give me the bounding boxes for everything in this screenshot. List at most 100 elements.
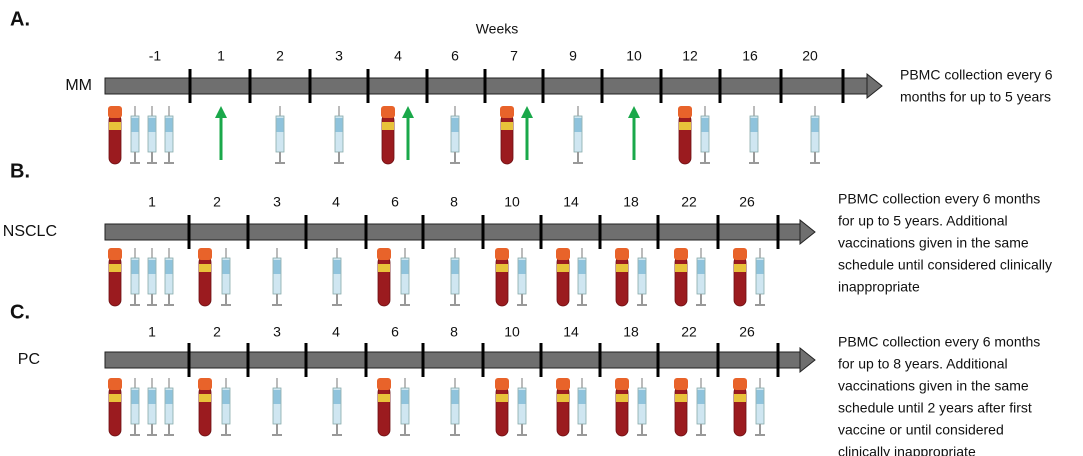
syringe-fill <box>451 390 459 404</box>
tube-band <box>109 264 121 272</box>
syringe-fill <box>131 260 139 274</box>
tube-band <box>679 122 691 130</box>
tube-cap <box>678 106 692 118</box>
note-line: schedule until considered clinically <box>838 257 1052 273</box>
syringe-fill <box>273 390 281 404</box>
week-label: 14 <box>563 324 579 340</box>
syringe <box>221 378 231 436</box>
syringe-fill <box>451 260 459 274</box>
note-line: for up to 5 years. Additional <box>838 213 1008 229</box>
blood-tube <box>733 248 747 307</box>
row-label: NSCLC <box>3 223 57 240</box>
panel-letter: B. <box>10 160 30 182</box>
syringe <box>450 248 460 306</box>
tube-band <box>616 264 628 272</box>
week-label: 9 <box>569 48 577 64</box>
week-label: 12 <box>682 48 698 64</box>
syringe-fill <box>131 390 139 404</box>
syringe <box>696 378 706 436</box>
tube-body <box>198 385 212 437</box>
tube-body <box>495 385 509 437</box>
syringe <box>164 378 174 436</box>
syringe-fill <box>333 390 341 404</box>
tube-band <box>616 394 628 402</box>
tube-body <box>615 385 629 437</box>
syringe <box>332 248 342 306</box>
tube-body <box>500 113 514 165</box>
blood-tube <box>674 248 688 307</box>
syringe <box>573 106 583 164</box>
syringe-fill <box>518 390 526 404</box>
note-line: clinically inappropriate <box>838 444 976 456</box>
syringe <box>130 106 140 164</box>
tube-cap <box>495 248 509 260</box>
note-line: PBMC collection every 6 months <box>838 191 1040 207</box>
syringe <box>275 106 285 164</box>
syringe <box>637 378 647 436</box>
week-label: 10 <box>504 194 520 210</box>
note-line: vaccine or until considered <box>838 422 1004 438</box>
tube-cap <box>495 378 509 390</box>
tube-band <box>109 394 121 402</box>
syringe-fill <box>165 118 173 132</box>
tube-band <box>557 264 569 272</box>
syringe-fill <box>574 118 582 132</box>
arrow-head <box>521 106 533 118</box>
green-arrow <box>628 106 640 160</box>
tube-band <box>501 122 513 130</box>
note-line: vaccinations given in the same <box>838 378 1029 394</box>
tube-cap <box>377 248 391 260</box>
tube-band <box>675 264 687 272</box>
week-label: 18 <box>623 324 639 340</box>
week-label: 1 <box>148 324 156 340</box>
blood-tube <box>108 248 122 307</box>
tube-cap <box>377 378 391 390</box>
syringe <box>755 248 765 306</box>
syringe-fill <box>697 260 705 274</box>
week-label: 3 <box>273 324 281 340</box>
tube-band <box>496 394 508 402</box>
week-label: 4 <box>332 194 340 210</box>
week-label: 6 <box>451 48 459 64</box>
syringe-fill <box>811 118 819 132</box>
panel-letter: A. <box>10 8 30 30</box>
syringe-fill <box>335 118 343 132</box>
note-line: PBMC collection every 6 months <box>838 334 1040 350</box>
note-line: inappropriate <box>838 279 920 295</box>
syringe-fill <box>451 118 459 132</box>
blood-tube <box>615 378 629 437</box>
row-label: MM <box>65 77 92 94</box>
blood-tube <box>377 378 391 437</box>
tube-band <box>378 264 390 272</box>
syringe-fill <box>697 390 705 404</box>
syringe <box>517 378 527 436</box>
note-line: for up to 8 years. Additional <box>838 356 1008 372</box>
week-label: 2 <box>276 48 284 64</box>
tube-cap <box>198 378 212 390</box>
tube-body <box>108 255 122 307</box>
note-line: vaccinations given in the same <box>838 235 1029 251</box>
syringe <box>400 378 410 436</box>
note-line: months for up to 5 years <box>900 89 1051 105</box>
tube-body <box>377 255 391 307</box>
syringe <box>221 248 231 306</box>
syringe <box>334 106 344 164</box>
tube-band <box>557 394 569 402</box>
tube-cap <box>733 378 747 390</box>
tube-body <box>615 255 629 307</box>
week-label: 10 <box>626 48 642 64</box>
week-label: 1 <box>217 48 225 64</box>
week-label: 8 <box>450 324 458 340</box>
blood-tube <box>500 106 514 165</box>
tube-body <box>674 255 688 307</box>
tube-body <box>495 255 509 307</box>
syringe <box>164 106 174 164</box>
week-label: 1 <box>148 194 156 210</box>
syringe <box>696 248 706 306</box>
syringe <box>147 248 157 306</box>
syringe <box>450 378 460 436</box>
syringe-fill <box>148 260 156 274</box>
syringe-fill <box>701 118 709 132</box>
week-label: 6 <box>391 194 399 210</box>
blood-tube <box>615 248 629 307</box>
